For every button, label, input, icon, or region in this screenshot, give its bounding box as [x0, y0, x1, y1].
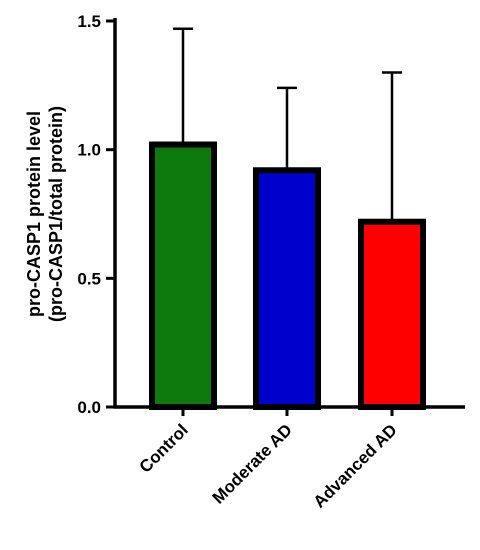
- y-axis-label-line1: pro-CASP1 protein level: [24, 111, 44, 317]
- y-axis-label: pro-CASP1 protein level (pro-CASP1/total…: [24, 106, 66, 322]
- y-tick-label: 0.5: [77, 269, 101, 288]
- x-ticks-group: Control Moderate AD Advanced AD: [136, 407, 401, 512]
- y-tick-label: 1.0: [77, 141, 101, 160]
- error-bars-group: [173, 27, 402, 222]
- bars-group: [149, 141, 426, 411]
- y-ticks-group: 0.0 0.5 1.0 1.5: [77, 12, 115, 417]
- x-tick-label: Moderate AD: [209, 420, 296, 507]
- bar-advanced-ad: [358, 218, 426, 410]
- y-tick-label: 1.5: [77, 12, 101, 31]
- axes-group: [113, 18, 465, 409]
- y-tick-label: 0.0: [77, 398, 101, 417]
- y-axis-label-line2: (pro-CASP1/total protein): [46, 106, 66, 322]
- bar-control: [149, 141, 217, 411]
- x-tick-label: Control: [136, 420, 192, 476]
- bar-moderate-ad: [253, 167, 321, 410]
- x-tick-label: Advanced AD: [310, 420, 401, 511]
